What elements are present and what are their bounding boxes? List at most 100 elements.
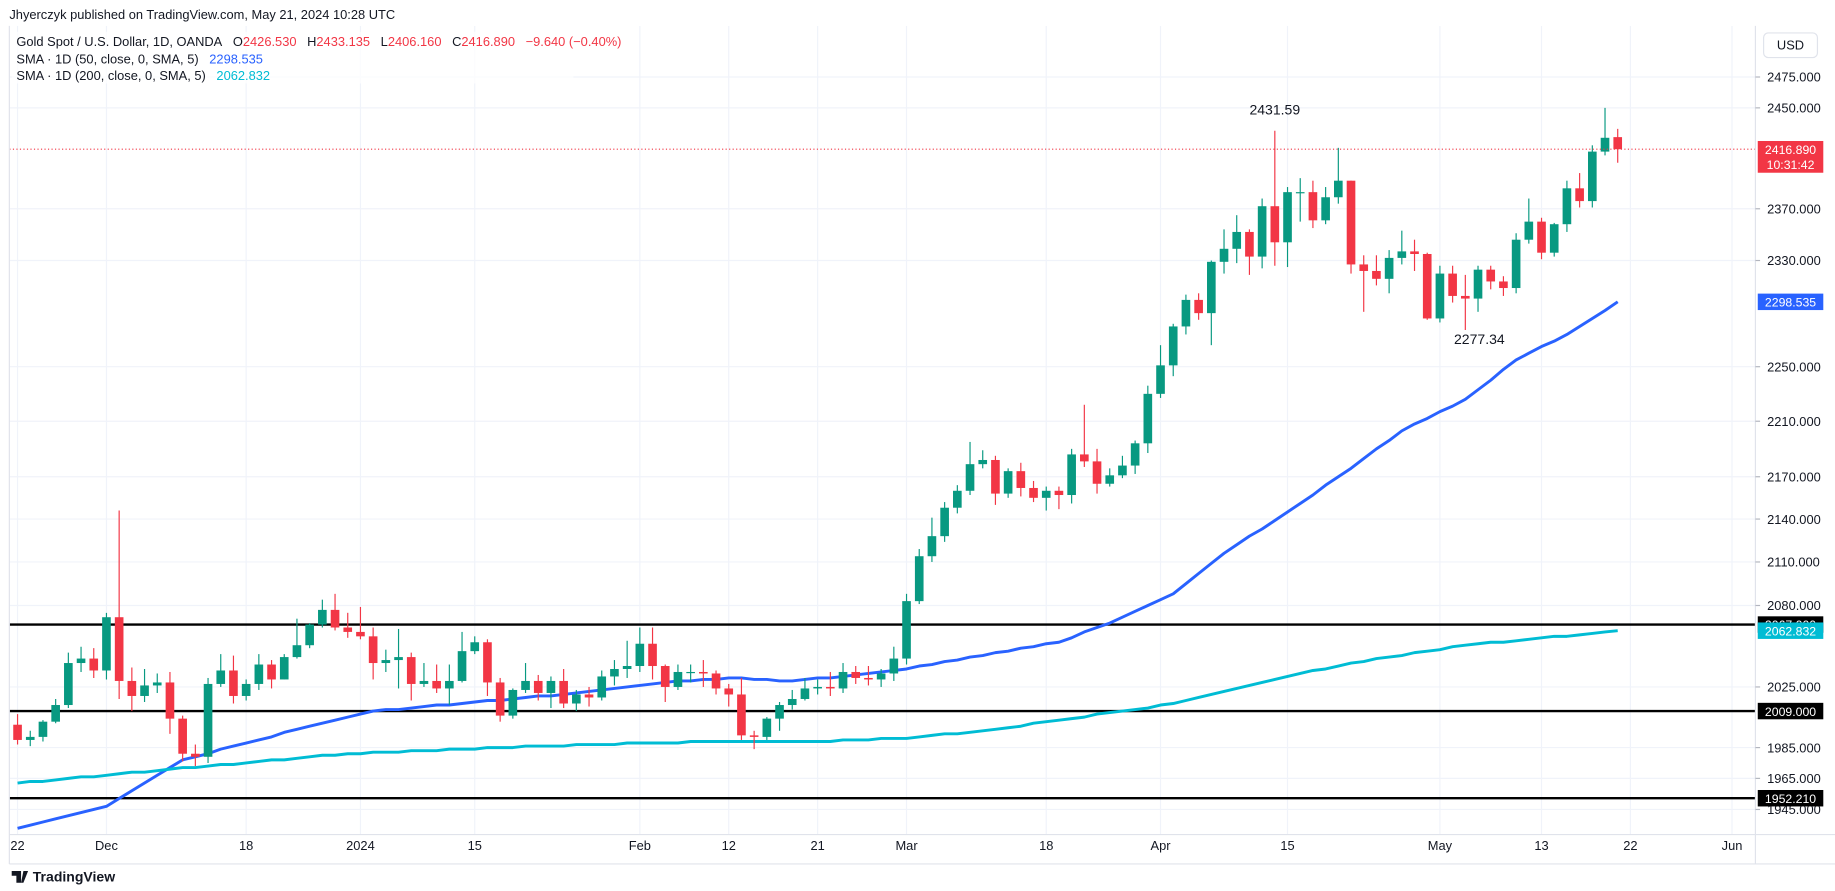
candle-body: [686, 671, 695, 674]
x-tick-label: 18: [239, 838, 253, 853]
ohlc-value: 2406.160: [388, 34, 442, 49]
candle-body: [1461, 295, 1470, 299]
candle-body: [216, 670, 226, 684]
y-tick-label: 1985.000: [1767, 740, 1821, 755]
candle-body: [292, 645, 302, 658]
currency-button[interactable]: USD: [1763, 32, 1819, 59]
candle-body: [1613, 137, 1623, 150]
candle-body: [1207, 261, 1216, 314]
level-tag-label: 1952.210: [1765, 792, 1816, 806]
candle-body: [267, 664, 276, 680]
candle-body: [13, 724, 22, 740]
candle-body: [495, 682, 505, 716]
candle-body: [1600, 137, 1610, 152]
candle-body: [749, 735, 759, 737]
candle-body: [229, 670, 238, 696]
candle-body: [1054, 490, 1064, 496]
candle-body: [1397, 251, 1407, 258]
candle-body: [1181, 299, 1191, 327]
candle-body: [1245, 231, 1254, 257]
candle-body: [1295, 192, 1305, 194]
candle-body: [813, 686, 822, 689]
y-tick-label: 2370.000: [1767, 201, 1821, 216]
candle-body: [1321, 197, 1330, 221]
candle-body: [1537, 221, 1546, 253]
candle-body: [1499, 281, 1508, 289]
candle-body: [826, 686, 835, 689]
sma-tag-label: 2062.832: [1765, 624, 1816, 638]
brand-name: TradingView: [33, 869, 115, 885]
symbol-title: Gold Spot / U.S. Dollar, 1D, OANDA: [16, 34, 222, 49]
candle-body: [533, 680, 543, 693]
brand: TradingView: [11, 869, 115, 885]
candle-body: [1156, 365, 1165, 394]
x-tick-label: Feb: [629, 838, 651, 853]
x-tick-label: 22: [10, 838, 24, 853]
x-tick-label: 2024: [346, 838, 375, 853]
candle-body: [927, 536, 937, 557]
candle-body: [191, 753, 200, 757]
candle-body: [1118, 465, 1127, 476]
brand-logo: [11, 871, 29, 883]
candle-body: [508, 689, 518, 716]
candle-body: [1473, 269, 1483, 299]
candle-body: [470, 642, 480, 652]
sma-tag: [1757, 293, 1824, 311]
level-tag-label: 2009.000: [1765, 705, 1816, 719]
last-price-tag: [1757, 140, 1824, 173]
candle-body: [1257, 206, 1267, 257]
candle-body: [64, 663, 73, 706]
candle-body: [1130, 443, 1140, 466]
candles: [13, 107, 1623, 767]
x-tick-label: Mar: [895, 838, 918, 853]
candle-body: [1092, 461, 1102, 484]
level-tag: [1757, 702, 1824, 720]
candle-body: [178, 718, 187, 754]
candle-body: [775, 705, 784, 719]
candle-body: [1435, 273, 1445, 319]
candle-body: [940, 507, 949, 537]
ohlc-value: 2433.135: [316, 34, 370, 49]
candle-body: [1143, 393, 1153, 444]
low-label: 2277.34: [1454, 331, 1505, 347]
levels: [9, 623, 1756, 800]
ohlc-key: C: [452, 34, 461, 49]
candle-body: [953, 490, 962, 508]
legend-title-line: Gold Spot / U.S. Dollar, 1D, OANDA O2426…: [16, 34, 621, 49]
legend-entry: SMA · 1D (50, close, 0, SMA, 5): [16, 51, 198, 66]
candle-body: [648, 643, 657, 667]
candle-body: [978, 459, 988, 465]
candle-body: [25, 736, 35, 740]
candle-body: [559, 680, 568, 704]
x-tick-label: 18: [1039, 838, 1053, 853]
candle-body: [876, 673, 886, 680]
legend-value: 2298.535: [209, 51, 263, 66]
candle-body: [1105, 475, 1115, 484]
currency-label[interactable]: USD: [1777, 37, 1804, 52]
legend: Gold Spot / U.S. Dollar, 1D, OANDA O2426…: [11, 31, 621, 84]
candle-body: [1067, 454, 1076, 496]
candle-body: [1308, 192, 1318, 221]
y-tick-label: 2475.000: [1767, 70, 1821, 85]
candle-body: [1562, 188, 1572, 225]
candle-body: [318, 609, 327, 625]
candle-body: [610, 668, 619, 677]
candle-body: [279, 657, 289, 680]
candle-body: [851, 671, 861, 678]
candle-body: [394, 657, 403, 661]
candle-body: [1359, 264, 1369, 271]
level-tag: [1757, 789, 1824, 807]
candle-body: [864, 677, 873, 680]
candle-body: [343, 627, 353, 632]
candle-body: [432, 680, 441, 689]
price-axis: 2475.000 2450.000 2370.000 2330.000 2250.000…: [1755, 70, 1824, 817]
currency-box[interactable]: [1763, 32, 1819, 59]
x-tick-label: 22: [1623, 838, 1637, 853]
candle-body: [1448, 273, 1457, 296]
candle-body: [902, 601, 911, 659]
candle-body: [711, 673, 721, 689]
candle-body: [330, 609, 340, 628]
